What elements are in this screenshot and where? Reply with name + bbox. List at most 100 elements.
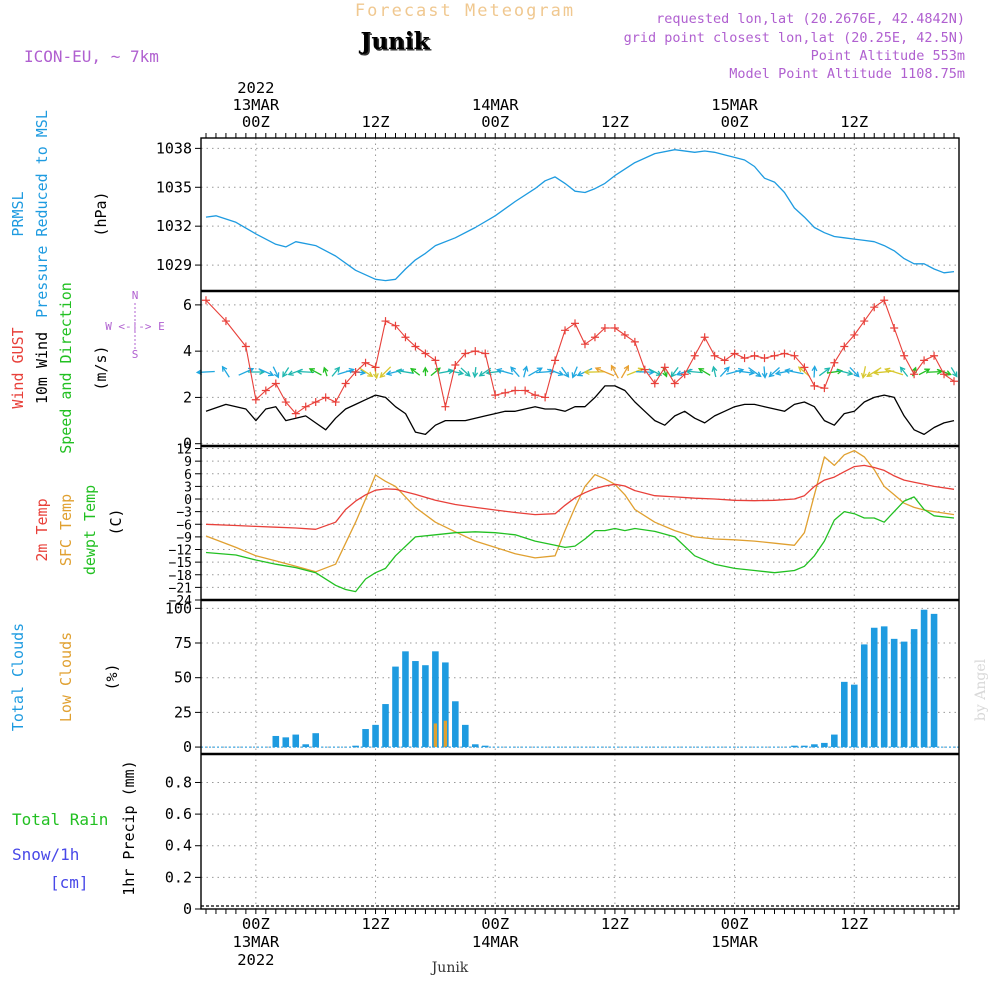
top-time-label-5-0: 12Z: [840, 113, 868, 131]
wind-gust-marker-49: [710, 351, 719, 360]
wind-gust-marker-73: [950, 377, 959, 386]
wind-direction-arrowhead-8: [296, 368, 303, 375]
clouds-unit-label: (%): [103, 663, 121, 690]
wind-direction-arrow-59: [813, 366, 816, 378]
wind-direction-arrowhead-26: [478, 371, 485, 377]
wind-direction-arrowhead-48: [697, 367, 705, 374]
wind-gust-marker-56: [780, 349, 789, 358]
wind-gust-marker-19: [411, 342, 420, 351]
top-time-label-0-2: 00Z: [242, 113, 270, 131]
bottom-time-label-3-0: 12Z: [601, 915, 629, 933]
wind-direction-arrowhead-6: [282, 371, 288, 378]
wind-gust-marker-37: [590, 333, 599, 342]
wind-direction-arrowhead-60: [824, 367, 831, 374]
precip-ytick-label-4: 0.8: [165, 773, 192, 791]
wind-direction-arrowhead-62: [847, 370, 854, 376]
wind-gust-marker-71: [930, 351, 939, 360]
total-clouds-bar-65: [850, 684, 858, 748]
wind-direction-arrowhead-68: [899, 366, 906, 373]
wind-gust-marker-65: [870, 303, 879, 312]
bottom-time-label-0-2: 2022: [237, 951, 274, 969]
wind-direction-arrow-34: [561, 366, 570, 378]
wind-direction-arrow-63: [849, 366, 860, 377]
wind-gust-marker-33: [551, 356, 560, 365]
wind-gust-marker-15: [371, 363, 380, 372]
wind-direction-arrowhead-17: [385, 370, 392, 376]
wind-direction-arrowhead-55: [768, 371, 775, 378]
total-clouds-bar-9: [292, 734, 300, 748]
temp-ytick-label-0: 12: [176, 443, 192, 458]
wind-gust-marker-2: [241, 342, 250, 351]
precip-ytick-label-0: 0: [183, 900, 192, 918]
wind-direction-arrow-33: [547, 368, 564, 376]
total-clouds-bar-73: [930, 613, 938, 748]
wind-direction-arrowhead-39: [610, 364, 617, 371]
wind-direction-arrow-21: [430, 367, 441, 377]
wind-direction-arrow-1: [222, 366, 230, 378]
wind-direction-arrowhead-59: [811, 365, 818, 372]
requested-coordinates: requested lon,lat (20.2676E, 42.4842N): [656, 11, 965, 27]
wind-gust-marker-47: [690, 351, 699, 360]
wind-gust-marker-35: [571, 319, 580, 328]
total-clouds-bar-69: [890, 638, 898, 748]
total-clouds-bar-16: [362, 729, 369, 748]
wind-gust-marker-50: [720, 356, 729, 365]
clouds-ytick-label-4: 100: [165, 599, 192, 617]
wind-gust-marker-72: [940, 370, 949, 379]
wind-gust-marker-14: [361, 358, 370, 367]
wind-direction-arrowhead-49: [711, 365, 718, 372]
wind-direction-arrowhead-20: [422, 366, 429, 373]
wind-direction-arrowhead-53: [755, 371, 762, 378]
wind-direction-arrow-14: [358, 367, 373, 377]
wind-direction-arrow-17: [386, 369, 405, 375]
total-clouds-bar-15: [352, 745, 359, 748]
wind-gust-marker-62: [840, 342, 849, 351]
pressure-ytick-label-2: 1035: [156, 178, 192, 196]
total-clouds-bar-20: [402, 651, 409, 748]
rain-label: Total Rain: [12, 810, 108, 829]
wind-gust-marker-7: [291, 409, 300, 418]
wind-direction-arrowhead-25: [472, 371, 479, 379]
bottom-time-label-4-1: 15MAR: [711, 933, 758, 951]
clouds-ytick-label-1: 25: [174, 703, 192, 721]
wind-direction-arrowhead-44: [662, 371, 668, 378]
wind-gust-marker-13: [351, 367, 360, 376]
precip-ytick-label-1: 0.2: [165, 868, 192, 886]
wind-direction-arrowhead-31: [536, 367, 543, 373]
temp-ytick-label-10: −18: [169, 569, 192, 584]
pressure-label-reduced: Pressure Reduced to MSL: [33, 110, 51, 318]
wind-direction-arrow-70: [918, 368, 930, 376]
wind-gust-marker-30: [521, 386, 530, 395]
wind-direction-arrowhead-36: [576, 370, 583, 377]
temp-unit-label: (C): [107, 508, 125, 535]
wind-gust-marker-16: [381, 317, 390, 326]
wind-direction-arrowhead-66: [872, 369, 879, 376]
total-clouds-bar-10: [302, 744, 310, 748]
temp-ytick-label-11: −21: [169, 581, 192, 596]
total-clouds-bar-59: [791, 745, 798, 748]
wind-gust-marker-39: [610, 324, 619, 333]
pressure-panel-frame: [200, 137, 960, 292]
wind-direction-arrowhead-45: [670, 371, 677, 378]
snow-unit-label: [cm]: [50, 873, 89, 892]
wind-direction-arrow-19: [410, 368, 421, 376]
wind-direction-arrow-28: [497, 369, 514, 375]
temp-ytick-label-1: 9: [184, 455, 192, 470]
temp-ytick-label-9: −15: [169, 556, 192, 571]
wind-direction-arrowhead-11: [334, 366, 341, 373]
wind-gust-marker-36: [580, 340, 589, 349]
wind-gust-marker-52: [740, 354, 749, 363]
wind-direction-arrowhead-7: [287, 370, 294, 376]
wind-direction-arrowhead-14: [367, 371, 374, 378]
temp-ytick-label-3: 3: [184, 480, 192, 495]
wind-direction-arrow-50: [719, 366, 730, 378]
top-time-label-0-1: 13MAR: [233, 96, 280, 114]
total-clouds-bar-22: [422, 665, 429, 748]
precip-unit-label: 1hr Precip (mm): [120, 760, 138, 895]
wind-gust-marker-12: [341, 379, 350, 388]
wind-direction-arrowhead-56: [774, 369, 782, 376]
precip-panel-frame: [200, 753, 960, 910]
wind-gust-marker-67: [890, 324, 899, 333]
wind-direction-arrowhead-50: [723, 366, 730, 373]
pressure-unit-label: (hPa): [92, 191, 110, 236]
